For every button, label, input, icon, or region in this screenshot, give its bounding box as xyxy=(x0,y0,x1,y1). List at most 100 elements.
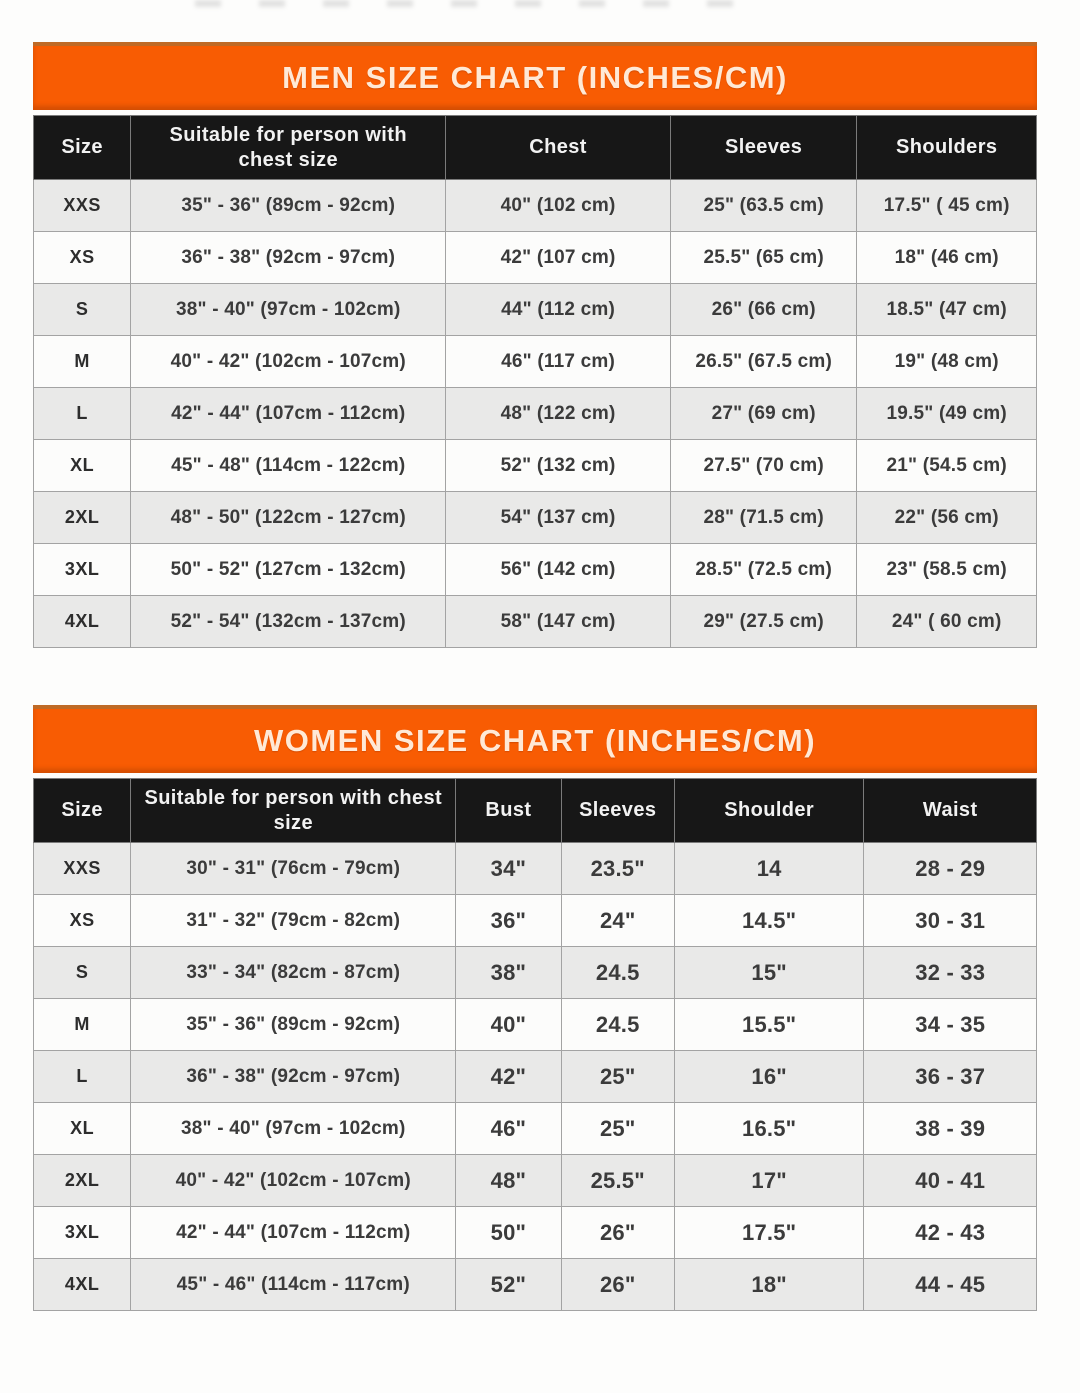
table-cell: 17.5" xyxy=(673,1206,865,1259)
table-cell: 38" - 40" (97cm - 102cm) xyxy=(130,283,447,336)
table-cell: 46" xyxy=(455,1102,562,1155)
table-cell: 36" xyxy=(455,894,562,947)
women-chart-title: WOMEN SIZE CHART (INCHES/CM) xyxy=(253,723,817,758)
table-row: XS 31" - 32" (79cm - 82cm) 36" 24" 14.5" 30 -… xyxy=(32,894,1037,947)
table-cell: 22" (56 cm) xyxy=(856,491,1037,544)
table-cell: M xyxy=(32,998,132,1051)
table-cell: L xyxy=(32,387,132,440)
table-cell: 42" (107 cm) xyxy=(445,231,671,284)
table-cell: 17" xyxy=(673,1154,865,1207)
table-cell: 44 - 45 xyxy=(863,1258,1037,1311)
table-row: 3XL 42" - 44" (107cm - 112cm) 50" 26" 17.5" 4… xyxy=(32,1206,1037,1259)
column-header: Suitable for person with chest size xyxy=(130,115,447,180)
table-cell: M xyxy=(32,335,132,388)
table-cell: 24" xyxy=(560,894,675,947)
table-cell: 25.5" (65 cm) xyxy=(669,231,858,284)
table-cell: S xyxy=(32,283,132,336)
table-cell: 38" xyxy=(455,946,562,999)
table-row: XXS 35" - 36" (89cm - 92cm) 40" (102 cm) 25… xyxy=(32,179,1037,232)
table-cell: 24.5 xyxy=(560,946,675,999)
table-row: S 38" - 40" (97cm - 102cm) 44" (112 cm) 26"… xyxy=(32,283,1037,336)
table-cell: 28 - 29 xyxy=(863,842,1037,895)
table-cell: XL xyxy=(32,1102,132,1155)
table-row: 2XL 48" - 50" (122cm - 127cm) 54" (137 cm)… xyxy=(32,491,1037,544)
table-cell: XL xyxy=(32,439,132,492)
column-header: Shoulders xyxy=(856,115,1037,180)
table-cell: 45" - 46" (114cm - 117cm) xyxy=(130,1258,457,1311)
table-row: S 33" - 34" (82cm - 87cm) 38" 24.5 15" 32 - 3… xyxy=(32,946,1037,999)
table-cell: 18" xyxy=(673,1258,865,1311)
table-cell: L xyxy=(32,1050,132,1103)
table-row: 4XL 45" - 46" (114cm - 117cm) 52" 26" 18" 44 … xyxy=(32,1258,1037,1311)
table-cell: 19.5" (49 cm) xyxy=(856,387,1037,440)
table-cell: 31" - 32" (79cm - 82cm) xyxy=(130,894,457,947)
table-cell: 40" - 42" (102cm - 107cm) xyxy=(130,1154,457,1207)
table-row: 3XL 50" - 52" (127cm - 132cm) 56" (142 cm)… xyxy=(32,543,1037,596)
table-cell: XS xyxy=(32,894,132,947)
table-cell: 15.5" xyxy=(673,998,865,1051)
column-header: Shoulder xyxy=(673,778,865,843)
table-cell: 27" (69 cm) xyxy=(669,387,858,440)
table-cell: 26" (66 cm) xyxy=(669,283,858,336)
table-cell: 34" xyxy=(455,842,562,895)
women-size-table: Size Suitable for person with chest size B… xyxy=(32,778,1037,1311)
men-table-header: Size Suitable for person with chest size C… xyxy=(32,115,1037,180)
table-cell: 44" (112 cm) xyxy=(445,283,671,336)
column-header: Sleeves xyxy=(560,778,675,843)
table-cell: 38" - 40" (97cm - 102cm) xyxy=(130,1102,457,1155)
column-header: Size xyxy=(32,778,132,843)
table-cell: 28.5" (72.5 cm) xyxy=(669,543,858,596)
table-row: M 40" - 42" (102cm - 107cm) 46" (117 cm) 26… xyxy=(32,335,1037,388)
table-cell: 25" xyxy=(560,1102,675,1155)
table-cell: 14.5" xyxy=(673,894,865,947)
table-cell: 28" (71.5 cm) xyxy=(669,491,858,544)
table-cell: 17.5" ( 45 cm) xyxy=(856,179,1037,232)
table-cell: 40 - 41 xyxy=(863,1154,1037,1207)
table-cell: 58" (147 cm) xyxy=(445,595,671,648)
table-row: L 42" - 44" (107cm - 112cm) 48" (122 cm) 27… xyxy=(32,387,1037,440)
table-row: M 35" - 36" (89cm - 92cm) 40" 24.5 15.5" 34 -… xyxy=(32,998,1037,1051)
table-cell: 40" - 42" (102cm - 107cm) xyxy=(130,335,447,388)
column-header: Bust xyxy=(455,778,562,843)
table-cell: 36" - 38" (92cm - 97cm) xyxy=(130,231,447,284)
table-cell: 36 - 37 xyxy=(863,1050,1037,1103)
table-cell: 26.5" (67.5 cm) xyxy=(669,335,858,388)
table-cell: 42 - 43 xyxy=(863,1206,1037,1259)
table-cell: 24" ( 60 cm) xyxy=(856,595,1037,648)
table-cell: 52" (132 cm) xyxy=(445,439,671,492)
table-cell: 38 - 39 xyxy=(863,1102,1037,1155)
table-cell: 14 xyxy=(673,842,865,895)
table-cell: 26" xyxy=(560,1206,675,1259)
table-cell: 21" (54.5 cm) xyxy=(856,439,1037,492)
table-cell: 29" (27.5 cm) xyxy=(669,595,858,648)
table-row: XL 38" - 40" (97cm - 102cm) 46" 25" 16.5" 38 … xyxy=(32,1102,1037,1155)
women-chart-title-bar: WOMEN SIZE CHART (INCHES/CM) xyxy=(33,705,1037,773)
men-chart-title: MEN SIZE CHART (INCHES/CM) xyxy=(282,60,788,95)
table-cell: 40" xyxy=(455,998,562,1051)
table-cell: 4XL xyxy=(32,1258,132,1311)
table-row: 2XL 40" - 42" (102cm - 107cm) 48" 25.5" 17" 4… xyxy=(32,1154,1037,1207)
header-row: Size Suitable for person with chest size C… xyxy=(32,115,1037,180)
table-cell: 50" - 52" (127cm - 132cm) xyxy=(130,543,447,596)
table-cell: 25" xyxy=(560,1050,675,1103)
column-header: Sleeves xyxy=(669,115,858,180)
table-cell: 25" (63.5 cm) xyxy=(669,179,858,232)
table-cell: 18.5" (47 cm) xyxy=(856,283,1037,336)
women-table-body: XXS 30" - 31" (76cm - 79cm) 34" 23.5" 14 28 -… xyxy=(32,842,1037,1311)
table-cell: 54" (137 cm) xyxy=(445,491,671,544)
table-cell: XS xyxy=(32,231,132,284)
men-size-table: Size Suitable for person with chest size C… xyxy=(32,115,1037,648)
table-cell: 35" - 36" (89cm - 92cm) xyxy=(130,179,447,232)
table-row: L 36" - 38" (92cm - 97cm) 42" 25" 16" 36 - 37 xyxy=(32,1050,1037,1103)
table-row: XL 45" - 48" (114cm - 122cm) 52" (132 cm) 2… xyxy=(32,439,1037,492)
table-cell: 30 - 31 xyxy=(863,894,1037,947)
table-cell: 25.5" xyxy=(560,1154,675,1207)
table-cell: 15" xyxy=(673,946,865,999)
men-size-chart-section: MEN SIZE CHART (INCHES/CM) Size Suitable … xyxy=(32,0,1037,648)
table-cell: 48" xyxy=(455,1154,562,1207)
table-row: XXS 30" - 31" (76cm - 79cm) 34" 23.5" 14 28 -… xyxy=(32,842,1037,895)
table-row: XS 36" - 38" (92cm - 97cm) 42" (107 cm) 25.… xyxy=(32,231,1037,284)
men-table-body: XXS 35" - 36" (89cm - 92cm) 40" (102 cm) 25… xyxy=(32,179,1037,648)
table-cell: 23" (58.5 cm) xyxy=(856,543,1037,596)
table-cell: 16" xyxy=(673,1050,865,1103)
